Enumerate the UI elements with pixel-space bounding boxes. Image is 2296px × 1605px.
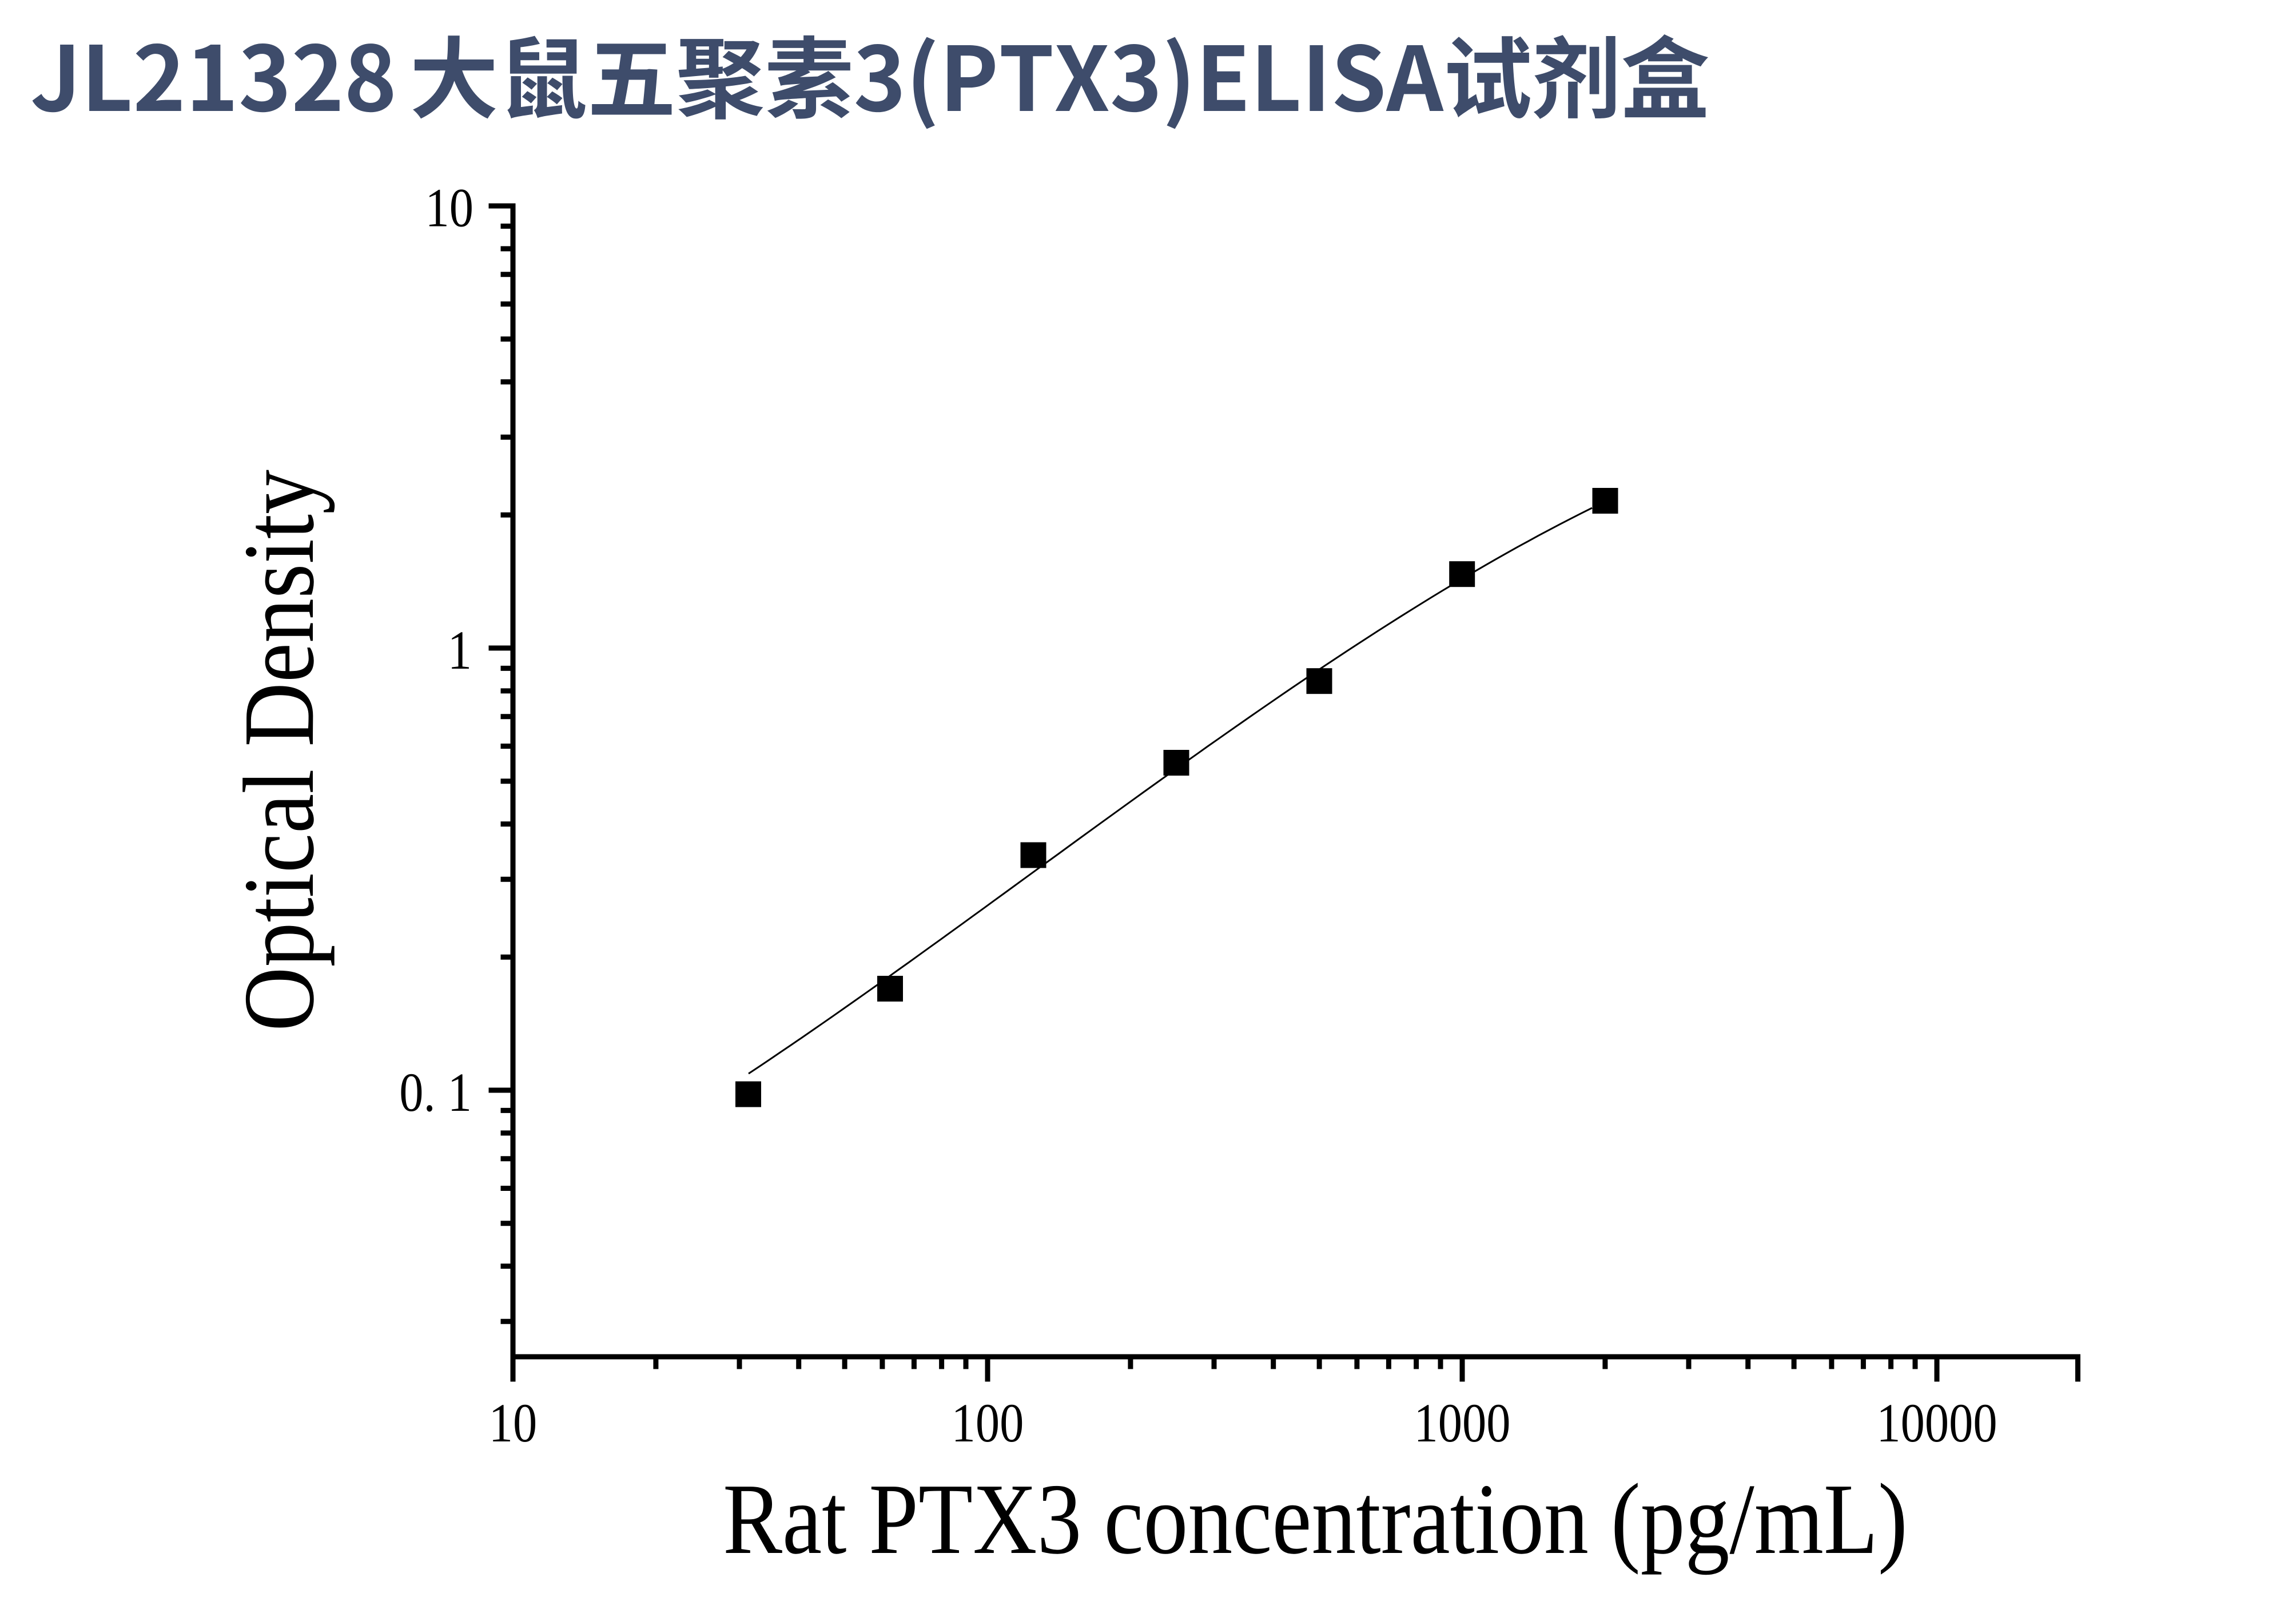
svg-text:1000: 1000 bbox=[1414, 1392, 1511, 1453]
svg-text:Rat PTX3 concentration (pg/mL): Rat PTX3 concentration (pg/mL) bbox=[723, 1463, 1908, 1575]
svg-text:10000: 10000 bbox=[1876, 1392, 1997, 1453]
svg-text:10: 10 bbox=[425, 177, 473, 239]
svg-text:Optical Density: Optical Density bbox=[223, 470, 335, 1031]
svg-text:1: 1 bbox=[448, 619, 472, 681]
svg-text:100: 100 bbox=[952, 1392, 1024, 1453]
svg-text:0. 1: 0. 1 bbox=[399, 1062, 472, 1123]
svg-text:10: 10 bbox=[489, 1392, 537, 1453]
